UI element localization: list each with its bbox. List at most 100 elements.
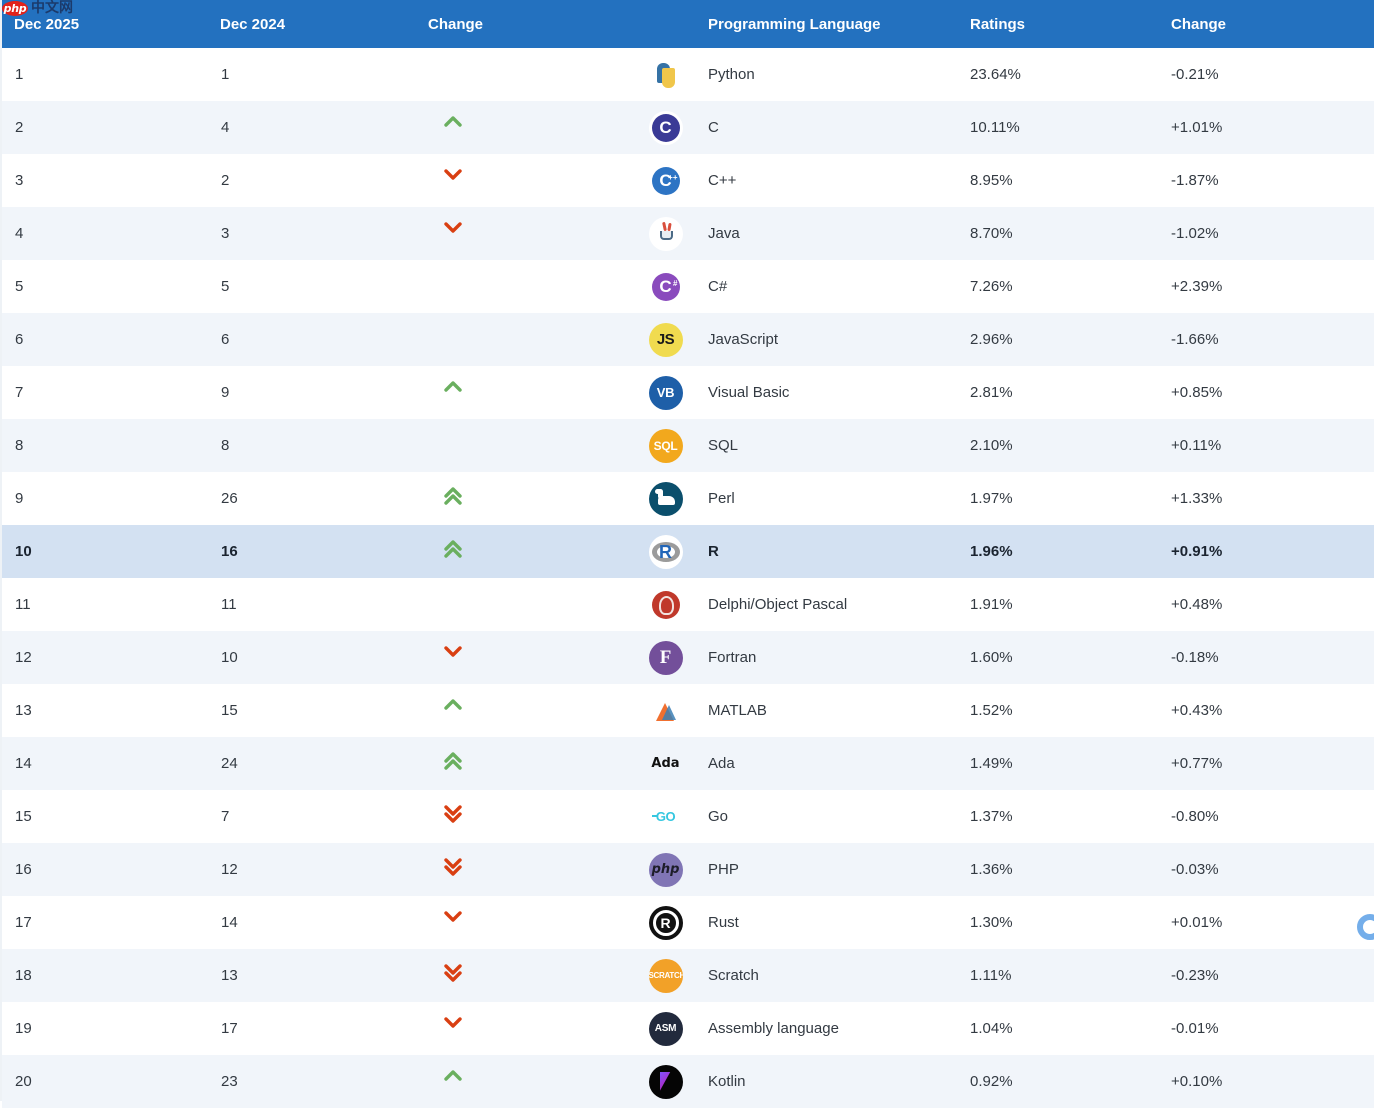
cell-ratings-change: +0.48% — [1171, 596, 1223, 613]
cell-ratings: 1.49% — [970, 755, 1013, 772]
perl-icon — [648, 481, 683, 516]
cell-ratings-change: +0.01% — [1171, 914, 1223, 931]
floating-chat-widget-icon[interactable] — [1357, 914, 1374, 940]
cell-ratings: 1.97% — [970, 490, 1013, 507]
table-row[interactable]: 1 1 Python 23.64% -0.21% — [2, 48, 1374, 101]
cell-language-name[interactable]: Scratch — [708, 967, 759, 984]
table-row[interactable]: 11 11 Delphi/Object Pascal 1.91% +0.48% — [2, 578, 1374, 631]
cell-language-name[interactable]: Visual Basic — [708, 384, 790, 401]
column-header-language[interactable]: Programming Language — [708, 0, 970, 48]
cell-language-name[interactable]: PHP — [708, 861, 739, 878]
cell-ratings: 1.11% — [970, 967, 1012, 984]
cell-ratings-change: +0.77% — [1171, 755, 1223, 772]
table-row[interactable]: 13 15 MATLAB 1.52% +0.43% — [2, 684, 1374, 737]
cell-rank-previous: 15 — [221, 702, 238, 719]
cell-language-name[interactable]: Perl — [708, 490, 735, 507]
cell-ratings-change: +2.39% — [1171, 278, 1223, 295]
cell-ratings: 1.91% — [970, 596, 1013, 613]
cell-rank-current: 16 — [15, 861, 32, 878]
table-row[interactable]: 8 8 SQL SQL 2.10% +0.11% — [2, 419, 1374, 472]
cell-ratings-change: +0.43% — [1171, 702, 1223, 719]
cell-language-name[interactable]: Assembly language — [708, 1020, 839, 1037]
cell-rank-current: 14 — [15, 755, 32, 772]
table-row[interactable]: 7 9 VB Visual Basic 2.81% +0.85% — [2, 366, 1374, 419]
cell-language-name[interactable]: SQL — [708, 437, 739, 454]
cell-rank-change — [418, 790, 623, 843]
cell-rank-previous: 13 — [221, 967, 238, 984]
cell-rank-change — [418, 472, 623, 525]
cell-language-name[interactable]: R — [708, 543, 719, 560]
cell-ratings: 1.30% — [970, 914, 1013, 931]
table-row[interactable]: 19 17 ASM Assembly language 1.04% -0.01% — [2, 1002, 1374, 1055]
cell-ratings-change: +1.33% — [1171, 490, 1223, 507]
column-header-ratings-change[interactable]: Change — [1171, 0, 1374, 48]
cell-rank-current: 5 — [15, 278, 24, 295]
cell-language-icon: R — [623, 896, 708, 949]
cell-language-icon: Ada — [623, 737, 708, 790]
cell-language-name[interactable]: MATLAB — [708, 702, 767, 719]
cell-ratings-change: -0.80% — [1171, 808, 1219, 825]
cell-rank-previous: 11 — [221, 596, 237, 613]
table-row[interactable]: 9 26 Perl 1.97% +1.33% — [2, 472, 1374, 525]
table-row[interactable]: 17 14 R Rust 1.30% +0.01% — [2, 896, 1374, 949]
double-down-arrow-icon — [444, 963, 464, 985]
cell-language-name[interactable]: Rust — [708, 914, 739, 931]
cell-rank-previous: 5 — [221, 278, 230, 295]
python-icon — [648, 57, 683, 92]
cell-ratings-change: +0.11% — [1171, 437, 1222, 454]
column-header-rank-change[interactable]: Change — [418, 0, 623, 48]
matlab-icon — [648, 693, 683, 728]
cell-language-name[interactable]: JavaScript — [708, 331, 779, 348]
cell-ratings-change: -0.18% — [1171, 649, 1219, 666]
cell-language-name[interactable]: C++ — [708, 172, 737, 189]
cell-language-name[interactable]: Fortran — [708, 649, 757, 666]
table-row[interactable]: 6 6 JS JavaScript 2.96% -1.66% — [2, 313, 1374, 366]
assembly-icon: ASM — [648, 1011, 683, 1046]
cell-ratings-change: +0.91% — [1171, 543, 1223, 560]
column-header-rank-current[interactable]: Dec 2025 — [2, 0, 206, 48]
cell-rank-current: 13 — [15, 702, 32, 719]
table-row[interactable]: 4 3 Java 8.70% -1.02% — [2, 207, 1374, 260]
cell-rank-change — [418, 419, 623, 472]
cell-rank-previous: 3 — [221, 225, 230, 242]
table-row[interactable]: 20 23 Kotlin 0.92% +0.10% — [2, 1055, 1374, 1108]
double-up-arrow-icon — [444, 751, 464, 773]
table-row[interactable]: 2 4 C C 10.11% +1.01% — [2, 101, 1374, 154]
cell-rank-current: 11 — [15, 596, 31, 613]
c-icon: C — [648, 110, 683, 145]
table-row[interactable]: 5 5 C # C# 7.26% +2.39% — [2, 260, 1374, 313]
column-header-rank-previous[interactable]: Dec 2024 — [206, 0, 418, 48]
table-row[interactable]: 14 24 Ada Ada 1.49% +0.77% — [2, 737, 1374, 790]
cell-language-name[interactable]: Kotlin — [708, 1073, 746, 1090]
double-up-arrow-icon — [444, 486, 464, 508]
table-header: Dec 2025 Dec 2024 Change Programming Lan… — [2, 0, 1374, 48]
cell-language-name[interactable]: Delphi/Object Pascal — [708, 596, 848, 613]
cell-rank-current: 18 — [15, 967, 32, 984]
cell-rank-change — [418, 578, 623, 631]
cell-language-name[interactable]: Python — [708, 66, 755, 83]
table-row[interactable]: 16 12 php PHP 1.36% -0.03% — [2, 843, 1374, 896]
cell-ratings: 7.26% — [970, 278, 1013, 295]
cell-rank-current: 15 — [15, 808, 32, 825]
cell-rank-previous: 7 — [221, 808, 230, 825]
cell-language-name[interactable]: C — [708, 119, 719, 136]
cell-language-icon — [623, 472, 708, 525]
table-row[interactable]: 15 7 GO Go 1.37% -0.80% — [2, 790, 1374, 843]
cell-ratings-change: -0.21% — [1171, 66, 1219, 83]
down-arrow-icon — [444, 1016, 464, 1038]
cell-language-name[interactable]: Ada — [708, 755, 735, 772]
up-arrow-icon — [444, 1069, 464, 1091]
cell-rank-change — [418, 843, 623, 896]
cell-rank-change — [418, 684, 623, 737]
table-row[interactable]: 12 10 F Fortran 1.60% -0.18% — [2, 631, 1374, 684]
cell-language-name[interactable]: Go — [708, 808, 729, 825]
table-row[interactable]: 10 16 R R 1.96% +0.91% — [2, 525, 1374, 578]
cell-rank-change — [418, 737, 623, 790]
cell-rank-change — [418, 949, 623, 1002]
table-row[interactable]: 18 13 SCRATCH Scratch 1.11% -0.23% — [2, 949, 1374, 1002]
column-header-ratings[interactable]: Ratings — [970, 0, 1171, 48]
table-row[interactable]: 3 2 C ++ C++ 8.95% -1.87% — [2, 154, 1374, 207]
cell-language-name[interactable]: Java — [708, 225, 740, 242]
cell-language-name[interactable]: C# — [708, 278, 728, 295]
